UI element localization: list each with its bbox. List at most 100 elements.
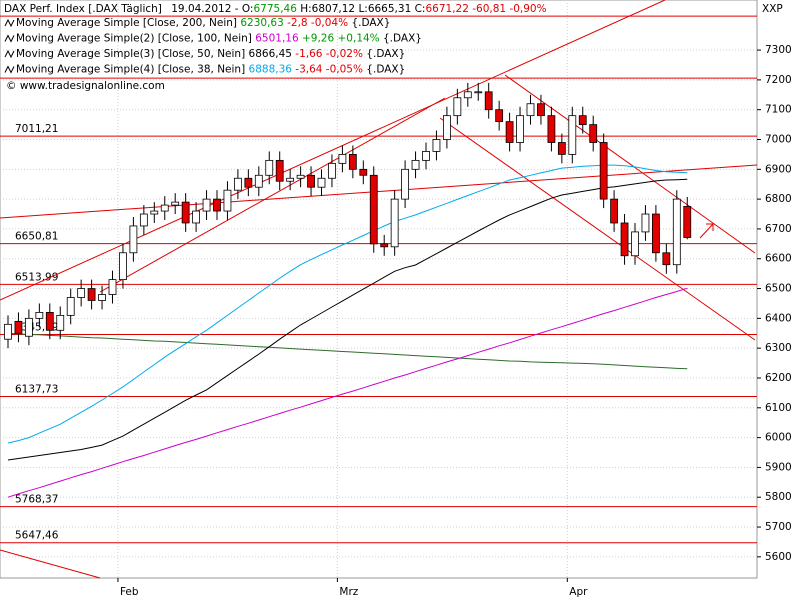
candle-body <box>348 154 357 170</box>
level-label: 5768,37 <box>15 494 58 506</box>
high: H:6807,12 <box>300 3 355 15</box>
candles <box>4 82 692 349</box>
legend-icon <box>4 18 15 28</box>
change-pct: -0,90% <box>509 3 546 15</box>
legend-tag: {.DAX} <box>366 64 405 76</box>
y-tick-label: 6800 <box>765 193 792 205</box>
candle-body <box>557 142 566 155</box>
candle-body <box>516 115 524 143</box>
close-prefix: C: <box>415 3 426 15</box>
legend: Moving Average Simple [Close, 200, Nein]… <box>4 17 422 76</box>
y-tick-label: 6400 <box>765 312 792 324</box>
candle-body <box>4 323 12 340</box>
candle-body <box>171 201 180 206</box>
legend-value: 6888,36 <box>249 64 293 76</box>
change: -60,81 <box>472 3 506 15</box>
candle-body <box>119 252 127 281</box>
y-tick-label: 6300 <box>765 342 792 354</box>
legend-entry: Moving Average Simple [Close, 200, Nein]… <box>16 17 390 29</box>
candle-body <box>537 103 545 117</box>
legend-tag: {.DAX} <box>366 48 405 60</box>
header: DAX Perf. Index [.DAX Täglich] 19.04.201… <box>4 3 547 15</box>
axis: 5600 5700 5800 5900 6000 6100 6200 6300 6400 6500… <box>117 44 792 598</box>
legend-value: 6230,63 <box>240 17 283 29</box>
legend-name: Moving Average Simple [Close, 200, Nein] <box>16 17 237 29</box>
legend-entry: Moving Average Simple(4) [Close, 38, Nei… <box>16 64 405 76</box>
ma-line <box>7 164 688 444</box>
candle-body <box>369 174 378 245</box>
legend-change: -1,66 -0,02% <box>295 48 363 60</box>
candle-body <box>98 294 106 301</box>
y-tick-label: 7300 <box>765 44 792 56</box>
candle-body <box>14 320 23 334</box>
x-tick-label: Feb <box>120 586 139 598</box>
candle-body <box>181 201 190 224</box>
y-tick-label: 6500 <box>765 283 792 295</box>
candle-body <box>192 210 201 224</box>
y-tick-label: 5600 <box>765 551 792 563</box>
candle-body <box>453 97 462 117</box>
legend-change: -3,64 -0,05% <box>295 64 363 76</box>
legend-value: 6866,45 <box>249 48 292 60</box>
candle-body <box>35 312 44 319</box>
candle-body <box>411 159 420 170</box>
x-tick-label: Apr <box>569 586 588 598</box>
trend-lines <box>0 0 758 579</box>
candle-body <box>641 213 650 233</box>
candle-body <box>233 177 242 191</box>
candle-body <box>223 189 232 212</box>
arrow <box>699 223 714 239</box>
y-tick-label: 7000 <box>765 134 792 146</box>
legend-entry: Moving Average Simple(2) [Close, 100, Ne… <box>16 33 422 45</box>
watermark: © www.tradesignalonline.com <box>6 80 165 92</box>
candle-body <box>45 312 54 331</box>
legend-icon <box>4 65 15 74</box>
candle-body <box>463 91 472 99</box>
legend-tag: {.DAX} <box>351 17 390 29</box>
candle-body <box>505 121 514 143</box>
level-label: 7011,21 <box>15 123 58 135</box>
legend-name: Moving Average Simple(3) [Close, 50, Nei… <box>16 48 245 60</box>
candle-body <box>213 198 221 212</box>
candle-body <box>24 317 33 337</box>
levels: 7011,216650,816513,996345,796137,735768,… <box>0 15 757 544</box>
open: 6775,46 <box>253 3 297 15</box>
candle-body <box>547 115 556 143</box>
legend-entry: Moving Average Simple(3) [Close, 50, Nei… <box>16 48 405 60</box>
y-unit: XXP <box>762 3 783 15</box>
candle-body <box>244 177 253 188</box>
instrument: DAX Perf. Index [.DAX Täglich] <box>4 3 162 15</box>
level-label: 5647,46 <box>15 530 59 542</box>
level-label: 6137,73 <box>15 384 58 396</box>
candle-body <box>328 162 336 179</box>
candle-body <box>307 174 315 188</box>
trend-line <box>0 164 758 219</box>
candle-body <box>87 288 96 301</box>
candle-body <box>495 109 504 123</box>
x-tick-label: Mrz <box>339 586 358 598</box>
moving-averages <box>7 164 688 498</box>
legend-icon <box>4 49 15 59</box>
y-tick-label: 6600 <box>765 253 792 265</box>
candle-body <box>108 279 117 295</box>
trend-line <box>99 97 446 293</box>
candle-body <box>672 198 681 266</box>
candle-body <box>359 168 368 176</box>
candle-body <box>66 297 75 316</box>
candle-body <box>432 139 441 152</box>
candle-body <box>56 314 65 331</box>
trend-line <box>439 117 756 341</box>
candle-body <box>610 198 618 224</box>
y-tick-label: 5900 <box>765 461 792 473</box>
y-tick-label: 5700 <box>765 521 792 533</box>
ma-line <box>7 178 688 461</box>
candle-body <box>620 222 629 257</box>
trend-line <box>0 0 666 301</box>
candle-body <box>442 115 451 140</box>
y-tick-label: 7200 <box>765 74 792 86</box>
candle-body <box>265 159 274 176</box>
candle-body <box>139 213 148 227</box>
candle-body <box>286 177 295 182</box>
candle-body <box>401 168 410 200</box>
candle-body <box>390 198 399 248</box>
